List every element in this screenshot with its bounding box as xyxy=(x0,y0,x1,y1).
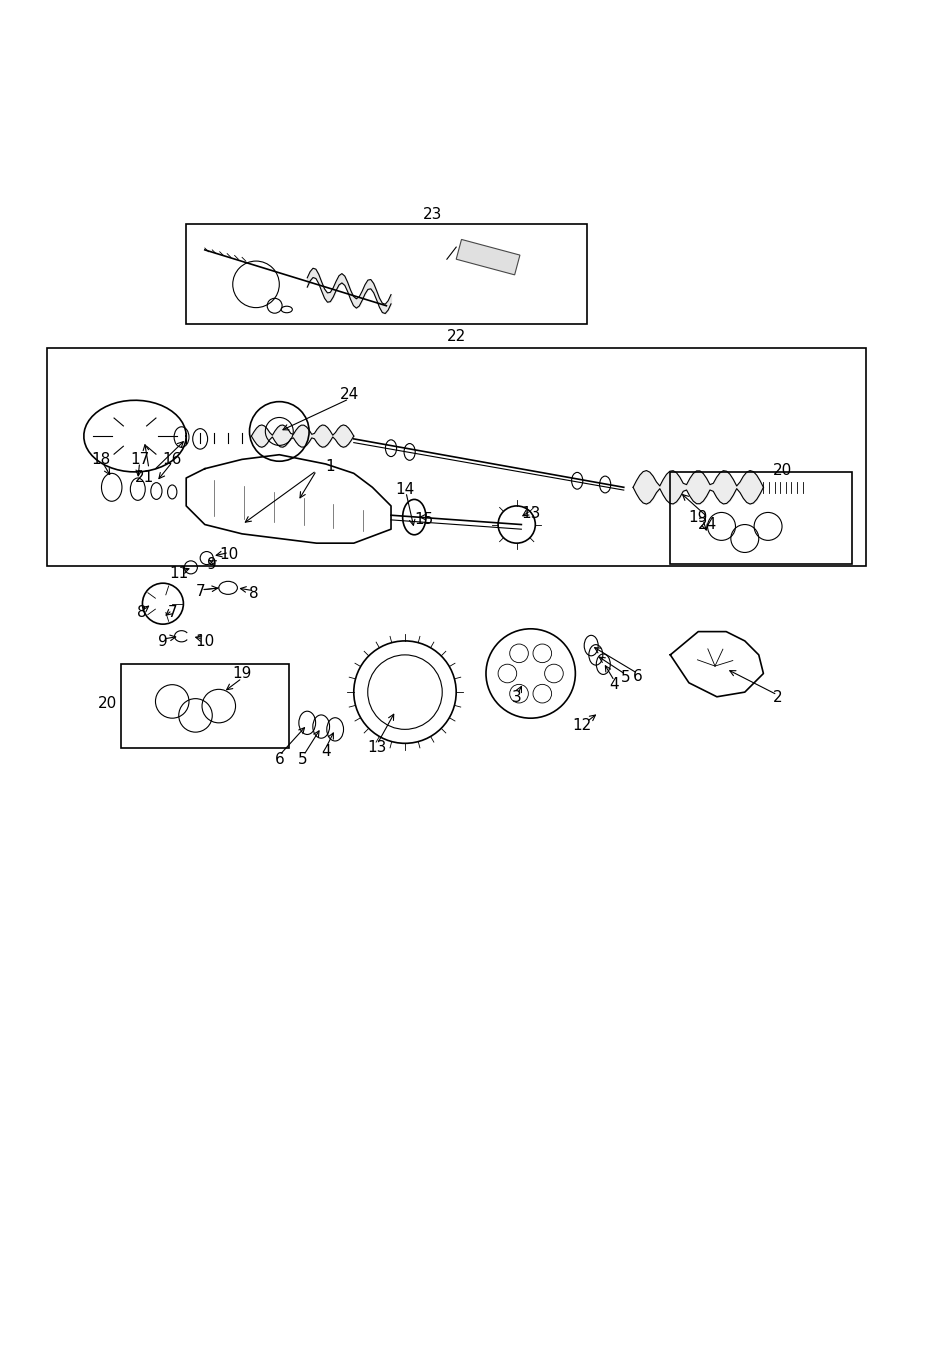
Bar xyxy=(186,224,587,325)
Text: 2: 2 xyxy=(773,690,782,706)
Text: 22: 22 xyxy=(447,329,466,343)
Text: 20: 20 xyxy=(773,463,791,478)
Text: 7: 7 xyxy=(168,606,177,621)
Text: 10: 10 xyxy=(220,547,238,562)
Text: 21: 21 xyxy=(135,470,154,485)
Text: 23: 23 xyxy=(424,207,442,222)
Text: 1: 1 xyxy=(326,459,335,474)
Text: 18: 18 xyxy=(91,451,110,467)
Bar xyxy=(47,348,866,567)
Text: 5: 5 xyxy=(621,669,630,684)
Text: 6: 6 xyxy=(633,669,642,684)
Text: 12: 12 xyxy=(573,718,591,733)
Text: 10: 10 xyxy=(196,634,214,649)
Text: 19: 19 xyxy=(689,509,708,524)
Bar xyxy=(456,240,519,275)
Bar xyxy=(670,473,852,563)
Text: 9: 9 xyxy=(158,634,168,649)
Text: 16: 16 xyxy=(163,451,182,467)
Text: 11: 11 xyxy=(169,566,188,582)
Text: 9: 9 xyxy=(208,558,217,572)
Text: 24: 24 xyxy=(698,517,717,532)
Text: 14: 14 xyxy=(396,482,414,497)
Text: 13: 13 xyxy=(521,506,540,521)
Text: 8: 8 xyxy=(137,606,146,621)
Text: 5: 5 xyxy=(298,752,307,766)
Text: 4: 4 xyxy=(610,678,619,692)
Text: 19: 19 xyxy=(233,665,251,682)
Text: 20: 20 xyxy=(98,696,116,711)
Text: 4: 4 xyxy=(321,744,331,760)
Text: 17: 17 xyxy=(130,451,149,467)
Text: 13: 13 xyxy=(368,741,386,756)
Text: 15: 15 xyxy=(414,512,433,528)
Bar xyxy=(121,664,289,748)
Text: 3: 3 xyxy=(512,690,521,706)
Text: 8: 8 xyxy=(250,586,259,601)
Text: 7: 7 xyxy=(196,585,205,599)
Text: 24: 24 xyxy=(340,387,358,401)
Text: 6: 6 xyxy=(275,752,284,766)
